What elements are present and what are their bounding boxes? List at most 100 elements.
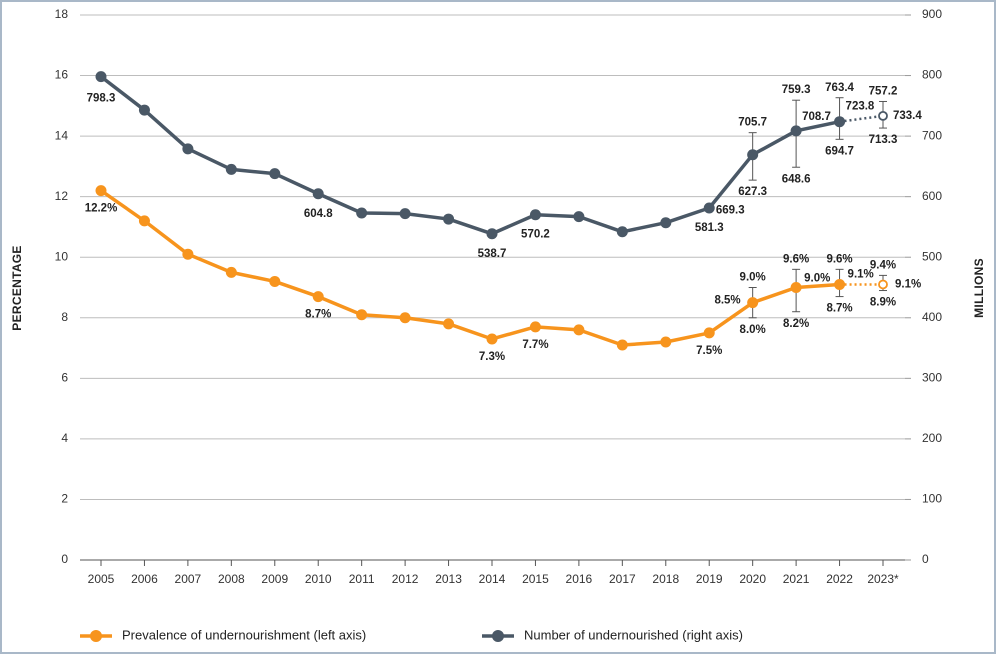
error-lower-label: 8.2% [783, 318, 809, 330]
y-axis-title: PERCENTAGE [10, 245, 24, 330]
data-point [399, 312, 411, 324]
data-point [225, 266, 237, 278]
data-point [182, 143, 194, 155]
data-point [486, 228, 498, 240]
data-label: 9.0% [804, 273, 830, 285]
y2-tick-label: 0 [922, 552, 929, 566]
x-tick-label: 2018 [652, 572, 679, 586]
x-tick-label: 2014 [479, 572, 506, 586]
series-line [99, 189, 840, 347]
y-tick-label: 6 [61, 371, 68, 385]
x-tick-label: 2006 [131, 572, 158, 586]
data-point [95, 185, 107, 197]
data-point [703, 202, 715, 214]
error-lower-label: 648.6 [782, 173, 811, 185]
y-tick-label: 4 [61, 431, 68, 445]
error-upper-label: 9.6% [783, 253, 809, 265]
data-point [529, 321, 541, 333]
legend-marker [90, 630, 102, 642]
y-tick-label: 12 [55, 189, 69, 203]
x-tick-label: 2009 [261, 572, 288, 586]
error-upper-label: 757.2 [869, 86, 898, 98]
data-label: 12.2% [85, 203, 118, 215]
error-lower-label: 627.3 [738, 186, 767, 198]
data-point [486, 333, 498, 345]
y-tick-label: 2 [61, 492, 68, 506]
data-point [443, 318, 455, 330]
data-point [747, 297, 759, 309]
data-point [878, 279, 888, 290]
error-upper-label: 705.7 [738, 117, 767, 129]
data-label: 7.3% [479, 351, 505, 363]
y2-tick-label: 400 [922, 310, 942, 324]
data-label: 9.1% [895, 279, 921, 291]
x-tick-label: 2011 [349, 572, 375, 586]
error-upper-label: 9.0% [740, 272, 766, 284]
data-point [225, 163, 237, 175]
data-point [616, 226, 628, 238]
x-tick-label: 2017 [609, 572, 636, 586]
series-line [99, 75, 840, 236]
data-label: 708.7 [802, 111, 831, 123]
y2-tick-label: 200 [922, 431, 942, 445]
y2-tick-label: 500 [922, 249, 942, 263]
y2-tick-label: 600 [922, 189, 942, 203]
data-label: 733.4 [893, 110, 922, 122]
data-label: 538.7 [478, 248, 507, 260]
y-tick-label: 14 [55, 128, 69, 142]
data-label: 7.7% [522, 339, 548, 351]
data-point [703, 327, 715, 339]
data-point [834, 116, 846, 128]
data-label: 581.3 [695, 222, 724, 234]
data-point [138, 215, 150, 227]
y2-tick-label: 300 [922, 371, 942, 385]
y2-tick-label: 700 [922, 128, 942, 142]
data-point [790, 125, 802, 137]
data-point [529, 209, 541, 221]
x-tick-label: 2023* [867, 572, 899, 586]
y2-axis-title: MILLIONS [972, 258, 986, 318]
error-upper-label: 763.4 [825, 82, 854, 94]
y-tick-label: 8 [61, 310, 68, 324]
x-tick-label: 2022 [826, 572, 853, 586]
x-tick-label: 2013 [435, 572, 462, 586]
data-point [660, 336, 672, 348]
data-label: 7.5% [696, 345, 722, 357]
data-point [269, 275, 281, 287]
legend-label: Prevalence of undernourishment (left axi… [122, 627, 366, 642]
x-tick-label: 2010 [305, 572, 332, 586]
x-tick-label: 2015 [522, 572, 549, 586]
data-point [573, 211, 585, 223]
data-point [878, 110, 888, 121]
data-label: 570.2 [521, 229, 550, 241]
x-tick-label: 2007 [175, 572, 202, 586]
data-label: 9.1% [848, 269, 874, 281]
data-point [138, 104, 150, 116]
x-tick-label: 2019 [696, 572, 723, 586]
y2-tick-label: 100 [922, 492, 942, 506]
y2-tick-label: 800 [922, 68, 942, 82]
data-point [399, 208, 411, 220]
data-point [312, 188, 324, 200]
y-tick-label: 16 [55, 68, 69, 82]
error-lower-label: 713.3 [869, 134, 898, 146]
legend-label: Number of undernourished (right axis) [524, 627, 743, 642]
y-tick-label: 18 [55, 7, 69, 21]
x-tick-label: 2021 [783, 572, 810, 586]
data-point [182, 248, 194, 260]
data-point [356, 309, 368, 321]
error-lower-label: 8.9% [870, 297, 896, 309]
legend-marker [492, 630, 504, 642]
data-label: 604.8 [304, 208, 333, 220]
data-label: 669.3 [716, 205, 745, 217]
y-tick-label: 0 [61, 552, 68, 566]
data-point [660, 217, 672, 229]
data-point [443, 213, 455, 225]
error-upper-label: 759.3 [782, 84, 811, 96]
error-upper-label: 9.6% [826, 253, 852, 265]
data-point [95, 71, 107, 83]
x-tick-label: 2020 [739, 572, 766, 586]
y2-tick-label: 900 [922, 7, 942, 21]
